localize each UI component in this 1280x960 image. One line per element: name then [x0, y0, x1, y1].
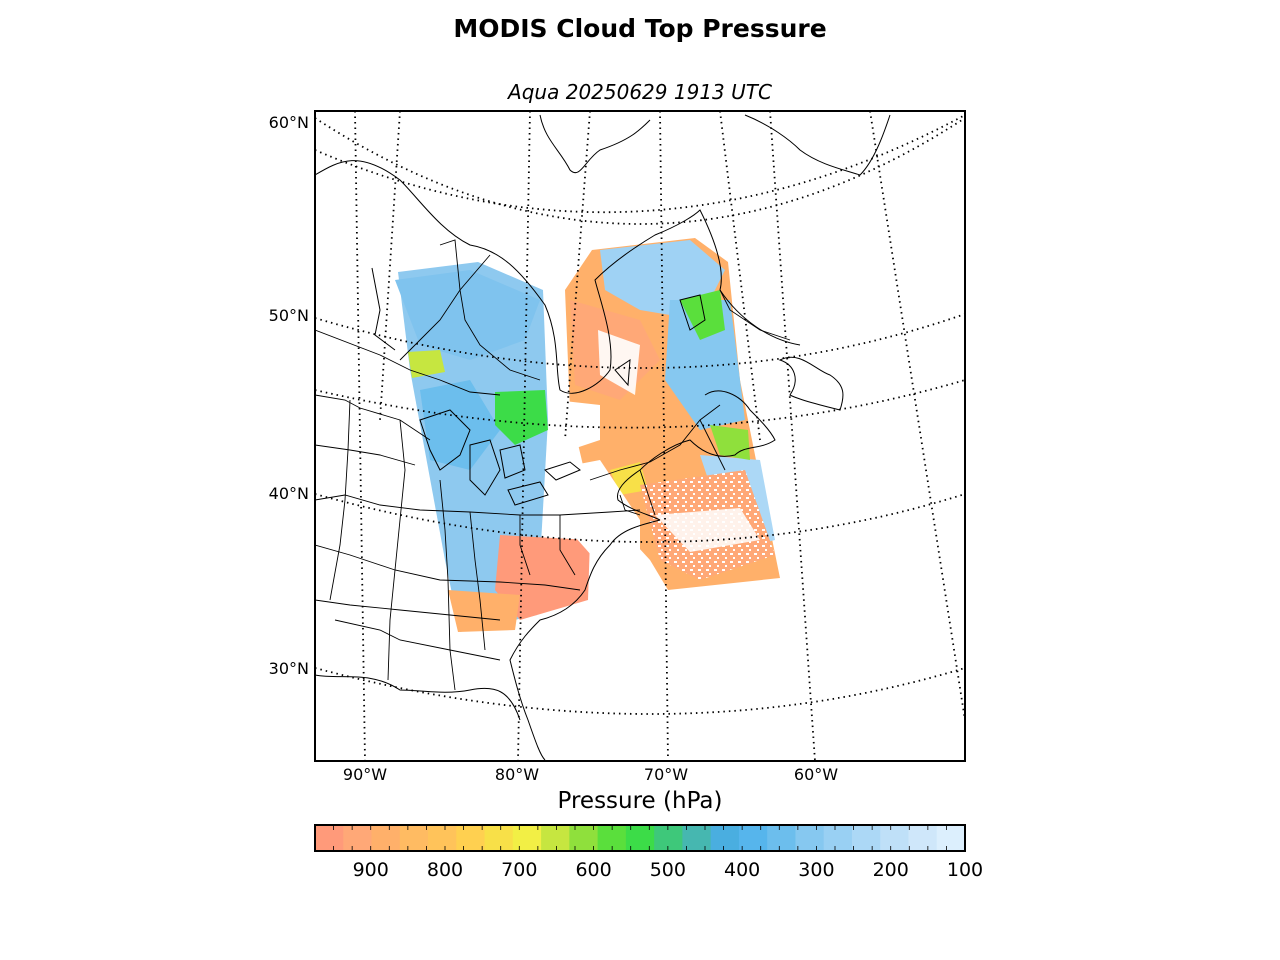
colorbar-segment	[654, 825, 683, 851]
lon-label: 60°W	[794, 765, 838, 784]
colorbar-segment	[343, 825, 373, 851]
colorbar-segment	[484, 825, 514, 851]
colorbar-tick-label: 300	[798, 859, 834, 881]
lat-label: 50°N	[269, 306, 309, 325]
colorbar-segment	[767, 825, 796, 851]
chart-title: MODIS Cloud Top Pressure	[453, 14, 827, 43]
meridian-85w	[379, 111, 401, 421]
parallel-60n	[315, 117, 965, 225]
high-cloud-region	[420, 380, 500, 470]
mid-cloud-region	[495, 390, 548, 445]
colorbar-segment	[315, 825, 344, 851]
colorbar-segment	[851, 825, 881, 851]
chart-subtitle: Aqua 20250629 1913 UTC	[508, 80, 772, 104]
colorbar-tick-label: 900	[353, 859, 389, 881]
mid-cloud-region	[680, 290, 725, 340]
graticule	[315, 111, 965, 761]
colorbar	[315, 825, 966, 851]
clear-sky-region	[598, 330, 640, 395]
colorbar-segment	[682, 825, 712, 851]
colorbar-tick-label: 100	[947, 859, 983, 881]
colorbar-frame	[314, 824, 966, 852]
parallel-45n	[315, 379, 965, 429]
parallel-55n	[315, 114, 965, 214]
colorbar-label: Pressure (hPa)	[557, 788, 723, 814]
clear-sky-region	[555, 400, 600, 450]
lat-labels: 60°N 50°N 40°N 30°N	[269, 113, 309, 678]
high-cloud-region	[395, 270, 540, 360]
colorbar-segment	[795, 825, 825, 851]
colorbar-tick-label: 200	[873, 859, 909, 881]
colorbar-segment	[936, 825, 966, 851]
lat-label: 40°N	[269, 484, 309, 503]
parallel-40n	[315, 493, 965, 543]
low-cloud-region	[448, 590, 520, 632]
meridian-60w	[769, 111, 816, 761]
colorbar-segment	[823, 825, 853, 851]
colorbar-segment	[625, 825, 655, 851]
parallel-50n	[315, 313, 965, 369]
lat-label: 60°N	[269, 113, 309, 132]
clear-sky-region	[548, 460, 640, 565]
colorbar-tick-label: 800	[427, 859, 463, 881]
meridian-90w	[354, 111, 366, 761]
lon-labels: 90°W 80°W 70°W 60°W	[343, 765, 838, 784]
colorbar-segment	[908, 825, 938, 851]
cloud-pressure-field	[395, 238, 780, 632]
meridian-65w	[719, 111, 761, 441]
mid-cloud-region	[408, 350, 445, 378]
colorbar-tick-label: 700	[501, 859, 537, 881]
meridian-70w	[659, 111, 669, 761]
colorbar-tick-label: 400	[724, 859, 760, 881]
colorbar-segment	[738, 825, 768, 851]
lon-label: 90°W	[343, 765, 387, 784]
colorbar-segment	[880, 825, 909, 851]
colorbar-segment	[512, 825, 542, 851]
colorbar-segment	[541, 825, 570, 851]
political-borders	[315, 239, 791, 691]
map-area	[315, 111, 965, 761]
clear-sky-region	[655, 508, 760, 552]
colorbar-tick-label: 600	[575, 859, 611, 881]
colorbar-segment	[710, 825, 740, 851]
colorbar-segment	[428, 825, 457, 851]
map-frame	[314, 110, 966, 762]
meridian-80w	[517, 111, 531, 761]
colorbar-segment	[456, 825, 486, 851]
meridian-55w	[869, 111, 965, 721]
coastlines	[315, 114, 891, 761]
lon-label: 80°W	[495, 765, 539, 784]
lat-label: 30°N	[269, 659, 309, 678]
colorbar-tick-label: 500	[650, 859, 686, 881]
colorbar-ticks: 900 800 700 600 500 400 300 200 100	[333, 825, 983, 881]
colorbar-segment	[399, 825, 429, 851]
high-cloud-region	[665, 300, 745, 430]
lon-label: 70°W	[644, 765, 688, 784]
colorbar-segment	[371, 825, 401, 851]
